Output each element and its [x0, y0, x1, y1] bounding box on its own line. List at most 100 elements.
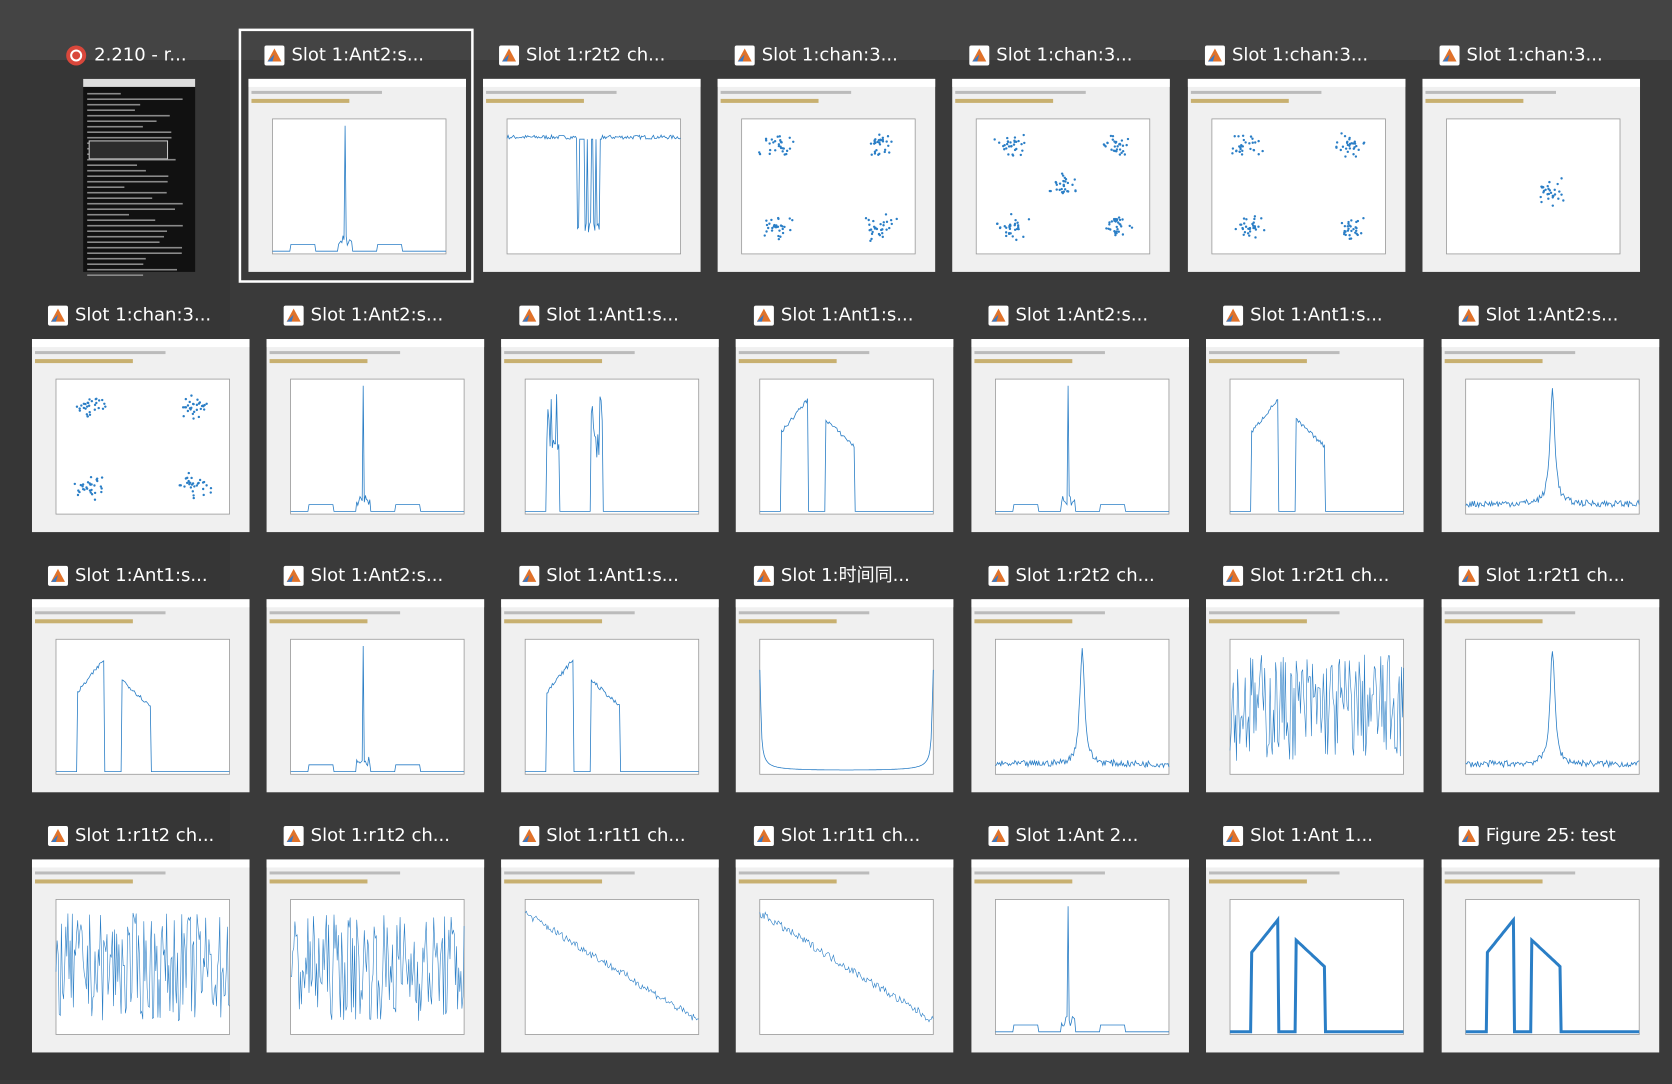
plot-point [888, 226, 891, 230]
window-item[interactable]: Slot 1:Ant2:s... [266, 305, 485, 533]
plot-point [777, 237, 781, 241]
window-item[interactable]: Slot 1:Ant2:s... [266, 565, 485, 793]
plot-point [85, 487, 89, 490]
window-item[interactable]: Slot 1:chan:3... [952, 44, 1170, 272]
window-item[interactable]: Figure 25: test [1441, 825, 1660, 1053]
window-item[interactable]: Slot 1:r2t2 ch... [483, 44, 701, 272]
plot-point [778, 135, 781, 138]
plot-point [1547, 192, 1551, 196]
menu-bar [34, 611, 166, 615]
plot-point [1009, 232, 1012, 235]
plot-point [873, 227, 877, 230]
window-item[interactable]: Slot 1:Ant1:s... [1206, 305, 1424, 533]
window-item[interactable]: Slot 1:Ant1:s... [501, 305, 719, 533]
window-item[interactable]: Slot 1:Ant 2... [971, 825, 1189, 1053]
window-item[interactable]: Slot 1:r2t1 ch... [1206, 565, 1424, 793]
window-item[interactable]: Slot 1:Ant2:s... [238, 28, 474, 283]
toolbar [738, 359, 837, 364]
terminal-line [87, 197, 153, 200]
window-title: Slot 1:Ant1:s... [781, 305, 914, 326]
plot-point [1235, 149, 1238, 153]
plot-point [883, 150, 886, 154]
terminal-line [87, 268, 178, 271]
plot-point [196, 398, 199, 401]
window-item[interactable]: Slot 1:chan:3... [31, 305, 250, 533]
plot-point [1116, 227, 1119, 231]
menu-bar [974, 871, 1105, 875]
plot-point [1344, 155, 1347, 158]
window-item[interactable]: Slot 1:Ant2:s... [1441, 305, 1660, 533]
plot-point [1115, 148, 1119, 151]
plot-curve [1229, 654, 1404, 761]
window-item[interactable]: 2.210 - r... [66, 44, 196, 277]
app-icon [66, 45, 87, 66]
plot-curve [1230, 399, 1404, 512]
plot-point [788, 136, 791, 139]
plot-point [1114, 141, 1117, 144]
plot-point [85, 405, 89, 408]
app-icon-logo-side [267, 54, 275, 62]
plot-point [773, 140, 777, 143]
plot-area [55, 638, 230, 775]
plot-point [1544, 188, 1547, 191]
window-item[interactable]: Slot 1:r1t2 ch... [31, 825, 250, 1053]
toolbar [974, 359, 1073, 364]
window-item[interactable]: Slot 1:Ant1:s... [501, 565, 719, 793]
plot-point [1012, 143, 1016, 146]
plot-point [783, 153, 786, 156]
plot-point [774, 149, 777, 152]
plot-point [1009, 141, 1012, 144]
app-icon-logo-side [50, 574, 58, 582]
terminal-line [87, 109, 135, 112]
window-titlebar [971, 599, 1189, 608]
window-title: Slot 1:Ant 2... [1015, 825, 1138, 846]
window-item[interactable]: Slot 1:r1t1 ch... [501, 825, 719, 1053]
plot-point [1010, 212, 1013, 216]
plot-point [197, 481, 200, 485]
plot-point [185, 481, 189, 485]
plot-point [86, 415, 89, 418]
plot-point [192, 494, 195, 497]
plot-point [1123, 153, 1127, 156]
window-title: Slot 1:Ant1:s... [546, 305, 679, 326]
plot-area [290, 378, 465, 515]
menu-bar [504, 351, 635, 355]
plot-point [1109, 134, 1113, 138]
window-item[interactable]: Slot 1:chan:3... [1422, 44, 1641, 272]
plot-point [1008, 227, 1012, 231]
window-item[interactable]: Slot 1:Ant 1... [1206, 825, 1424, 1053]
plot-point [1262, 228, 1266, 232]
plot-point [189, 486, 193, 489]
plot-curve [525, 394, 699, 512]
window-item[interactable]: Slot 1:Ant1:s... [31, 565, 250, 793]
window-item[interactable]: Slot 1:r1t2 ch... [266, 825, 485, 1053]
plot-point [85, 413, 89, 416]
plot-point [1117, 216, 1121, 219]
plot-point [1248, 230, 1252, 233]
window-item[interactable]: Slot 1:r1t1 ch... [735, 825, 954, 1053]
window-item[interactable]: Slot 1:Ant2:s... [971, 305, 1189, 533]
plot-point [1027, 218, 1031, 221]
plot-point [768, 142, 771, 145]
plot-point [1112, 149, 1116, 152]
window-item[interactable]: Slot 1:Ant1:s... [735, 305, 954, 533]
window-title: Slot 1:r2t2 ch... [1015, 565, 1154, 586]
window-item[interactable]: Slot 1:chan:3... [717, 44, 936, 272]
window-item[interactable]: Slot 1:r2t2 ch... [971, 565, 1189, 793]
plot-point [1343, 134, 1347, 138]
plot-point [1339, 148, 1342, 152]
plot-point [100, 490, 103, 494]
menu-bar [251, 90, 382, 94]
window-item[interactable]: Slot 1:r2t1 ch... [1441, 565, 1660, 793]
window-item[interactable]: Slot 1:chan:3... [1187, 44, 1406, 272]
window-titlebar [501, 859, 719, 868]
toolbar [720, 98, 819, 103]
plot-point [186, 404, 190, 407]
window-item[interactable]: Slot 1:时间同... [735, 565, 954, 793]
plot-point [1118, 142, 1122, 146]
app-icon-swirl [70, 49, 83, 62]
plot-point [1257, 139, 1260, 143]
terminal-line [87, 186, 125, 189]
plot-point [93, 403, 97, 407]
